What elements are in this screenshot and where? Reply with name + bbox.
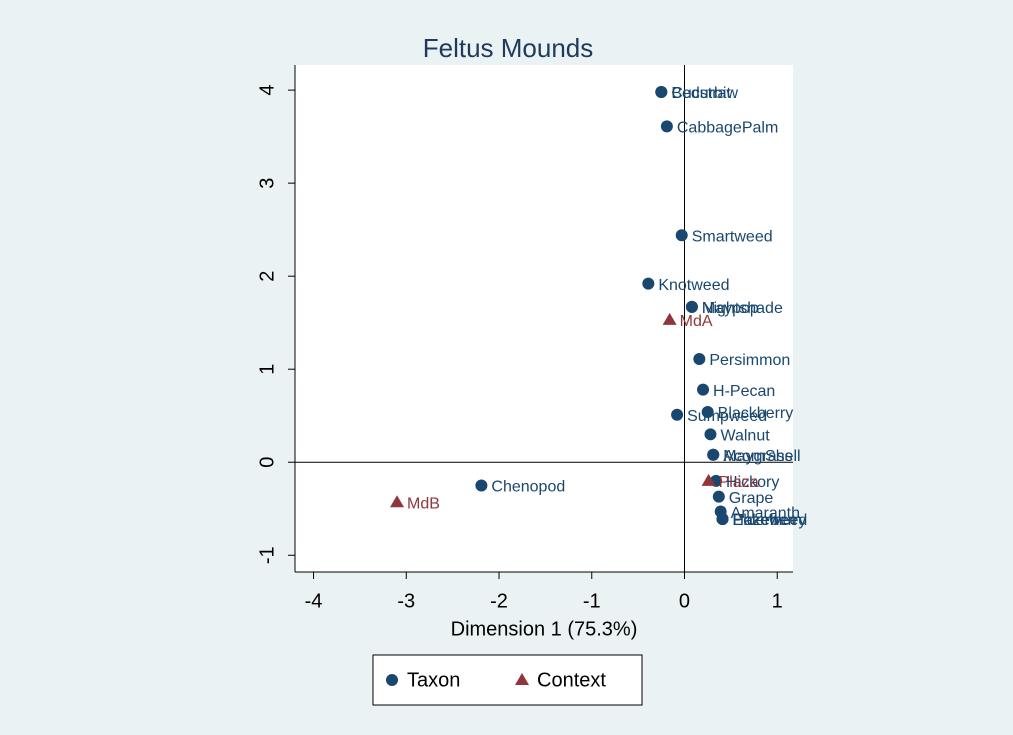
plot-area: [295, 65, 793, 572]
circle-marker: [475, 479, 488, 492]
point-label: Grape: [729, 490, 774, 507]
point-label: Bedstraw: [671, 85, 738, 102]
circle-marker: [704, 428, 717, 441]
point-label: Cucurbit: [671, 85, 731, 102]
circle-marker: [716, 512, 729, 525]
point-label: Maygrass: [723, 448, 792, 465]
point-label: H-Pecan: [713, 383, 775, 400]
y-tick-label: 4: [256, 85, 278, 96]
point-label: Persimmon: [709, 352, 790, 369]
point-label: Amaranth: [731, 505, 800, 522]
triangle-marker: [390, 495, 405, 508]
circle-marker: [693, 352, 706, 365]
circle-marker: [697, 383, 710, 396]
point-label: Blackberry: [718, 405, 794, 422]
circle-marker: [675, 229, 688, 242]
x-tick-label: 0: [679, 590, 690, 612]
point-label: Smartweed: [692, 228, 773, 245]
point-label: Nightshade: [702, 300, 783, 317]
x-tick-label: -1: [583, 590, 601, 612]
y-tick-label: -1: [256, 546, 278, 564]
point-label: Sumpweed: [687, 408, 767, 425]
circle-marker: [685, 300, 698, 313]
point-label: Plaza: [719, 474, 759, 491]
x-tick-label: -2: [490, 590, 508, 612]
legend-box: [372, 654, 643, 706]
circle-marker: [707, 448, 720, 461]
y-tick-label: 0: [256, 457, 278, 468]
point-label: CabbagePalm: [677, 120, 778, 137]
circle-marker: [386, 674, 398, 686]
y-tick-label: 2: [256, 271, 278, 282]
point-label: Pokeweed: [733, 512, 808, 529]
point-label: Hazelnut: [733, 512, 797, 529]
point-label: AcornShell: [723, 448, 800, 465]
x-tick-label: -4: [305, 590, 323, 612]
triangle-marker: [662, 312, 677, 325]
point-label: Maypop: [702, 300, 759, 317]
y-tick-label: 3: [256, 178, 278, 189]
y-tick-label: 1: [256, 364, 278, 375]
circle-marker: [712, 490, 725, 503]
x-tick-label: 1: [772, 590, 783, 612]
legend-label: Taxon: [407, 669, 460, 691]
point-label: Walnut: [720, 428, 770, 445]
chart-title: Feltus Mounds: [423, 33, 594, 63]
circle-marker: [660, 120, 673, 133]
point-label: MdB: [407, 495, 440, 512]
point-label: Hickory: [726, 474, 779, 491]
point-label: MdA: [680, 313, 713, 330]
circle-marker: [701, 405, 714, 418]
legend-label: Context: [537, 669, 606, 691]
x-axis-label: Dimension 1 (75.3%): [451, 618, 638, 640]
point-label: Elderberry: [733, 512, 807, 529]
triangle-marker: [701, 473, 716, 486]
circle-marker: [642, 277, 655, 290]
circle-marker: [671, 408, 684, 421]
point-label: Chenopod: [491, 479, 565, 496]
circle-marker: [655, 85, 668, 98]
point-label: Knotweed: [658, 277, 729, 294]
x-tick-label: -3: [397, 590, 415, 612]
triangle-marker: [515, 673, 529, 685]
